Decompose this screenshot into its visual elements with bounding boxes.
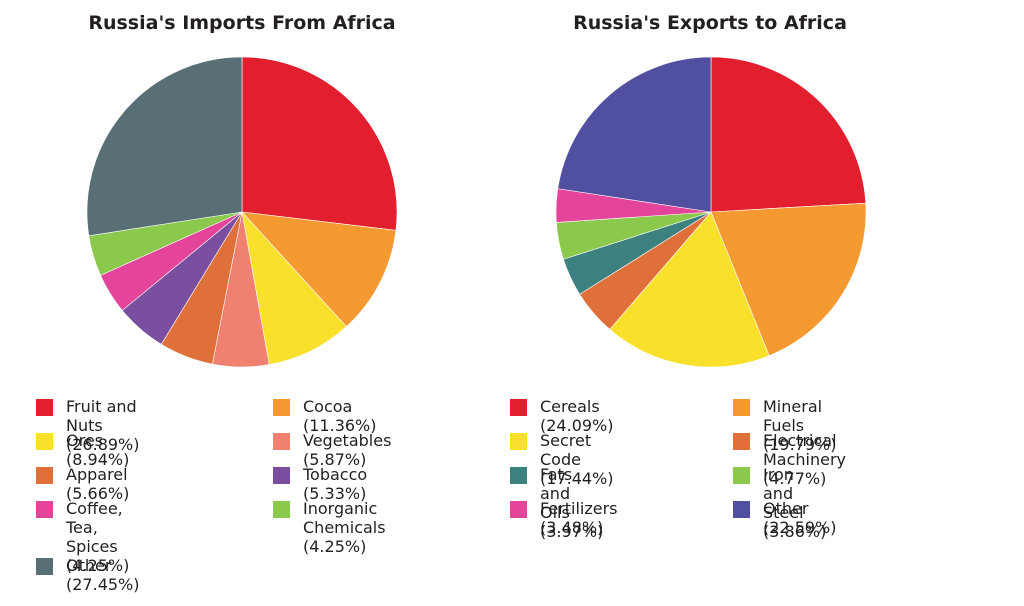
legend-swatch bbox=[36, 558, 53, 575]
legend-label: Inorganic Chemicals (4.25%) bbox=[303, 499, 386, 556]
imports-legend-item: Ores (8.94%) bbox=[36, 431, 129, 469]
imports-slice-2 bbox=[241, 211, 347, 365]
exports-legend-item: Secret Code (17.44%) bbox=[510, 431, 614, 488]
legend-swatch bbox=[273, 501, 290, 518]
legend-label: Electrical Machinery (4.77%) bbox=[763, 431, 852, 488]
exports-slice-7 bbox=[557, 56, 712, 213]
imports-legend-item: Vegetables (5.87%) bbox=[273, 431, 391, 469]
imports-legend-item: Other (27.45%) bbox=[36, 556, 140, 594]
legend-swatch bbox=[36, 399, 53, 416]
legend-swatch bbox=[733, 399, 750, 416]
legend-swatch bbox=[273, 433, 290, 450]
exports-slice-1 bbox=[710, 202, 867, 357]
legend-swatch bbox=[273, 467, 290, 484]
legend-label: Fats and Oils (3.97%) bbox=[540, 465, 604, 541]
exports-chart-title: Russia's Exports to Africa bbox=[573, 12, 847, 34]
imports-legend-item: Coffee, Tea, Spices (4.25%) bbox=[36, 499, 129, 575]
legend-swatch bbox=[510, 501, 527, 518]
exports-legend-item: Fats and Oils (3.97%) bbox=[510, 465, 603, 541]
imports-pie-chart bbox=[86, 56, 398, 368]
legend-label: Cocoa (11.36%) bbox=[303, 397, 377, 435]
legend-label: Coffee, Tea, Spices (4.25%) bbox=[66, 499, 130, 575]
legend-label: Ores (8.94%) bbox=[66, 431, 130, 469]
imports-slice-8 bbox=[86, 56, 243, 237]
legend-label: Other (22.59%) bbox=[763, 499, 837, 537]
legend-swatch bbox=[36, 501, 53, 518]
exports-slice-2 bbox=[609, 211, 770, 368]
imports-chart-title: Russia's Imports From Africa bbox=[88, 12, 396, 34]
exports-legend-item: Cereals (24.09%) bbox=[510, 397, 614, 435]
legend-label: Fruit and Nuts (26.89%) bbox=[66, 397, 142, 454]
legend-label: Cereals (24.09%) bbox=[540, 397, 614, 435]
exports-pie-chart bbox=[555, 56, 867, 368]
imports-legend-item: Cocoa (11.36%) bbox=[273, 397, 377, 435]
legend-label: Fertilizers (3.48%) bbox=[540, 499, 623, 537]
legend-swatch bbox=[273, 399, 290, 416]
exports-legend-item: Other (22.59%) bbox=[733, 499, 837, 537]
legend-label: Apparel (5.66%) bbox=[66, 465, 133, 503]
imports-slice-1 bbox=[241, 211, 397, 328]
legend-swatch bbox=[36, 433, 53, 450]
legend-swatch bbox=[733, 467, 750, 484]
legend-label: Vegetables (5.87%) bbox=[303, 431, 397, 469]
imports-legend-item: Tobacco (5.33%) bbox=[273, 465, 367, 503]
legend-swatch bbox=[510, 399, 527, 416]
legend-swatch bbox=[510, 467, 527, 484]
legend-swatch bbox=[733, 433, 750, 450]
exports-legend-item: Fertilizers (3.48%) bbox=[510, 499, 618, 537]
imports-legend-item: Inorganic Chemicals (4.25%) bbox=[273, 499, 386, 556]
legend-label: Other (27.45%) bbox=[66, 556, 140, 594]
legend-label: Iron and Steel (3.86%) bbox=[763, 465, 827, 541]
legend-label: Mineral Fuels (19.79%) bbox=[763, 397, 837, 454]
exports-legend-item: Mineral Fuels (19.79%) bbox=[733, 397, 837, 454]
imports-legend-item: Fruit and Nuts (26.89%) bbox=[36, 397, 142, 454]
exports-legend-item: Electrical Machinery (4.77%) bbox=[733, 431, 846, 488]
legend-label: Tobacco (5.33%) bbox=[303, 465, 373, 503]
legend-swatch bbox=[510, 433, 527, 450]
exports-slice-0 bbox=[710, 56, 867, 213]
imports-legend-item: Apparel (5.66%) bbox=[36, 465, 129, 503]
imports-slice-0 bbox=[241, 56, 398, 231]
legend-swatch bbox=[36, 467, 53, 484]
legend-label: Secret Code (17.44%) bbox=[540, 431, 614, 488]
exports-legend-item: Iron and Steel (3.86%) bbox=[733, 465, 826, 541]
legend-swatch bbox=[733, 501, 750, 518]
